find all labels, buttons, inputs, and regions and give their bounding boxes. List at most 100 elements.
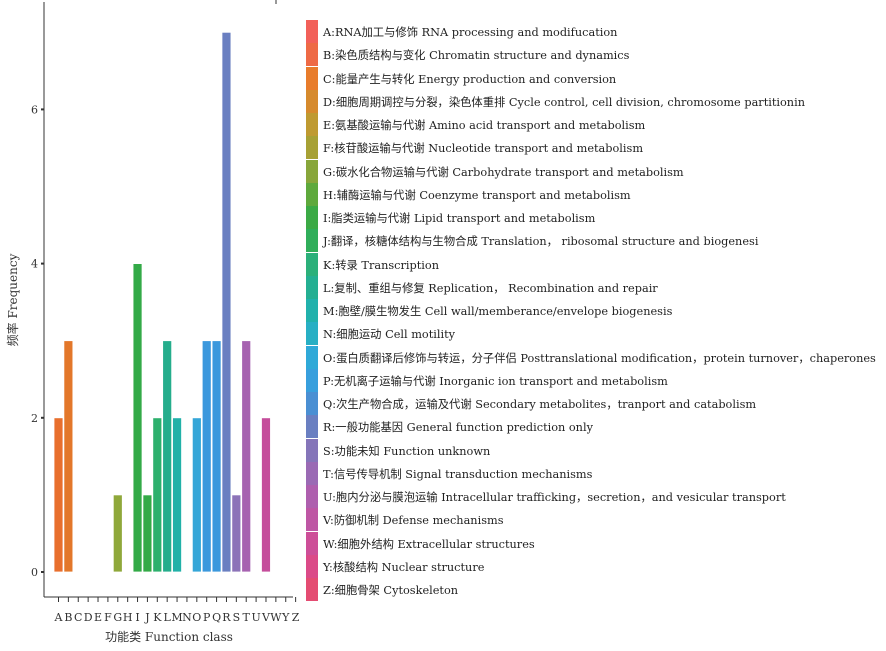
legend-label: W:细胞外结构 Extracellular structures — [323, 537, 535, 551]
legend-item: B:染色质结构与变化 Chromatin structure and dynam… — [306, 43, 884, 67]
legend-item: N:细胞运动 Cell motility — [306, 322, 884, 346]
bar-Q — [211, 340, 222, 573]
legend-swatch — [306, 20, 318, 43]
legend-label: D:细胞周期调控与分裂，染色体重排 Cycle control, cell di… — [323, 95, 805, 109]
legend-label: K:转录 Transcription — [323, 258, 439, 272]
legend-label: G:碳水化合物运输与代谢 Carbohydrate transport and … — [323, 165, 684, 179]
y-axis-title: 频率 Frequency — [5, 253, 20, 346]
y-tick-label: 4 — [31, 258, 38, 271]
x-tick-label: F — [104, 611, 112, 624]
x-tick-label: E — [94, 611, 102, 624]
bar-L — [162, 340, 173, 573]
x-tick-label: O — [192, 611, 201, 624]
legend-swatch — [306, 182, 318, 206]
bar-S — [231, 494, 242, 573]
legend-label: F:核苷酸运输与代谢 Nucleotide transport and meta… — [323, 142, 644, 156]
legend-swatch — [306, 229, 318, 253]
x-tick-label: V — [261, 611, 271, 624]
legend-item: S:功能未知 Function unknown — [306, 438, 884, 462]
legend-swatch — [306, 252, 318, 276]
bar-M — [172, 417, 182, 573]
x-tick-label: R — [222, 611, 231, 624]
legend-swatch — [306, 345, 318, 369]
bar-R — [221, 31, 232, 573]
legend-label: O:蛋白质翻译后修饰与转运，分子伴侣 Posttranslational mod… — [323, 351, 876, 365]
x-tick-label: I — [135, 611, 139, 624]
legend-item: Z:细胞骨架 Cytoskeleton — [306, 578, 884, 601]
bars — [53, 31, 271, 573]
legend-label: V:防御机制 Defense mechanisms — [323, 514, 504, 528]
legend-label: M:胞壁/膜生物发生 Cell wall/memberance/envelope… — [323, 305, 673, 318]
x-tick-label: B — [64, 611, 72, 624]
legend-label: T:信号传导机制 Signal transduction mechanisms — [323, 467, 593, 481]
legend-label: R:一般功能基因 General function prediction onl… — [323, 421, 593, 435]
legend-swatch — [306, 554, 318, 578]
x-tick-label: C — [74, 611, 82, 624]
x-tick-label: K — [153, 611, 162, 624]
legend-label: S:功能未知 Function unknown — [323, 444, 491, 458]
legend-swatch — [306, 136, 318, 160]
legend-label: P:无机离子运输与代谢 Inorganic ion transport and … — [323, 374, 668, 388]
x-tick-label: Z — [292, 611, 300, 624]
legend-item: D:细胞周期调控与分裂，染色体重排 Cycle control, cell di… — [306, 89, 884, 113]
x-tick-label: S — [233, 611, 241, 624]
bar-V — [261, 417, 271, 573]
legend-label: Y:核酸结构 Nuclear structure — [323, 560, 485, 574]
bar-J — [142, 494, 153, 573]
legend-label: U:胞内分泌与膜泡运输 Intracellular trafficking，se… — [323, 491, 786, 504]
legend-swatch — [306, 392, 318, 415]
x-tick-label: Y — [281, 611, 290, 624]
legend-swatch — [306, 578, 318, 601]
legend-item: R:一般功能基因 General function prediction onl… — [306, 415, 884, 439]
bar-K — [152, 417, 163, 573]
legend-item: V:防御机制 Defense mechanisms — [306, 508, 884, 532]
x-tick-label: W — [270, 611, 282, 624]
legend-item: U:胞内分泌与膜泡运输 Intracellular trafficking，se… — [306, 485, 884, 508]
legend-item: O:蛋白质翻译后修饰与转运，分子伴侣 Posttranslational mod… — [306, 345, 884, 369]
legend-swatch — [306, 43, 318, 67]
legend-label: L:复制、重组与修复 Replication， Recombination an… — [323, 281, 658, 295]
y-tick-label: 6 — [31, 103, 38, 116]
legend-label: C:能量产生与转化 Energy production and conversi… — [323, 72, 617, 86]
legend-item: T:信号传导机制 Signal transduction mechanisms — [306, 461, 884, 485]
legend-swatch — [306, 415, 318, 439]
legend-item: I:脂类运输与代谢 Lipid transport and metabolism — [306, 206, 884, 229]
bar-T — [241, 340, 252, 573]
legend-item: F:核苷酸运输与代谢 Nucleotide transport and meta… — [306, 136, 884, 160]
bar-I — [132, 263, 143, 573]
legend-item: L:复制、重组与修复 Replication， Recombination an… — [306, 275, 884, 299]
legend-swatch — [306, 461, 318, 485]
legend-item: E:氨基酸运输与代谢 Amino acid transport and meta… — [306, 113, 884, 136]
legend-item: G:碳水化合物运输与代谢 Carbohydrate transport and … — [306, 159, 884, 183]
legend-item: H:辅酶运输与代谢 Coenzyme transport and metabol… — [306, 182, 884, 206]
x-tick-label: Q — [212, 611, 221, 624]
x-tick-label: U — [251, 611, 260, 624]
legend-item: P:无机离子运输与代谢 Inorganic ion transport and … — [306, 368, 884, 392]
x-axis-title: 功能类 Function class — [105, 630, 233, 644]
x-tick-label: P — [203, 611, 211, 624]
legend-swatch — [306, 66, 318, 90]
legend-item: J:翻译，核糖体结构与生物合成 Translation， ribosomal s… — [306, 229, 884, 253]
legend-item: K:转录 Transcription — [306, 252, 884, 276]
y-tick-label: 0 — [31, 566, 38, 579]
legend-label: Z:细胞骨架 Cytoskeleton — [323, 584, 459, 597]
x-tick-label: G — [113, 611, 122, 624]
legend-swatch — [306, 531, 318, 555]
x-tick-label: A — [54, 611, 64, 624]
y-ticks: 0 2 4 6 — [31, 103, 44, 579]
x-tick-label: M — [171, 611, 182, 624]
legend-swatch — [306, 206, 318, 229]
x-tick-label: N — [182, 611, 192, 624]
legend-swatch — [306, 159, 318, 183]
legend-label: B:染色质结构与变化 Chromatin structure and dynam… — [323, 49, 630, 63]
legend-label: H:辅酶运输与代谢 Coenzyme transport and metabol… — [323, 188, 631, 202]
legend-swatch — [306, 322, 318, 346]
legend-swatch — [306, 508, 318, 532]
legend-swatch — [306, 89, 318, 113]
bar-B — [63, 340, 74, 573]
legend-swatch — [306, 275, 318, 299]
x-tick-label: D — [84, 611, 93, 624]
legend-item: W:细胞外结构 Extracellular structures — [306, 531, 884, 555]
legend-label: Q:次生产物合成，运输及代谢 Secondary metabolites，tra… — [323, 398, 757, 411]
